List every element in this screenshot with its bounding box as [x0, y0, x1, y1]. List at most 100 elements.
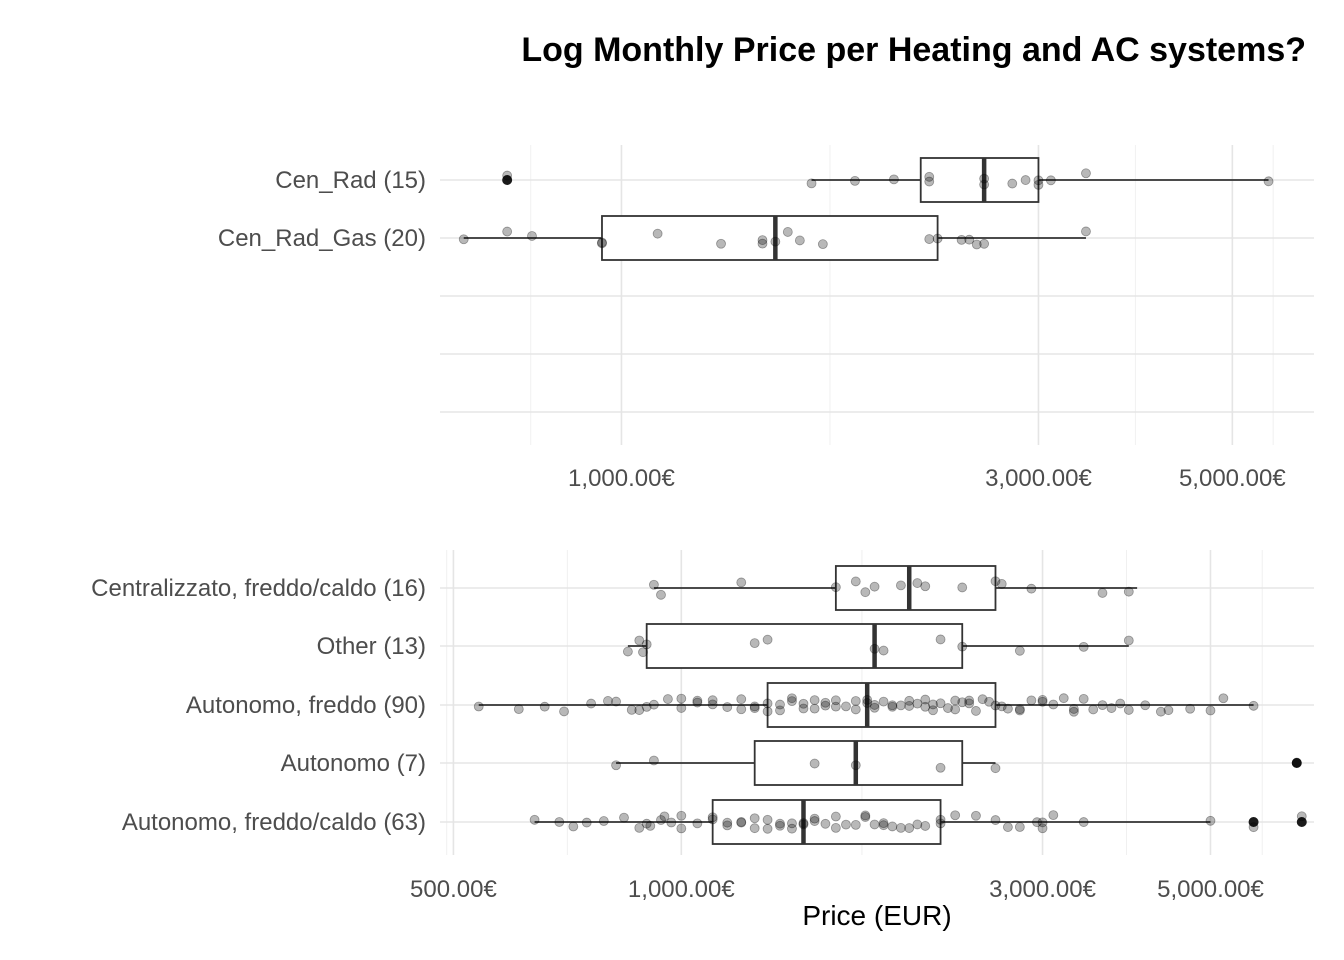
- jitter-point: [820, 697, 831, 708]
- jitter-point: [996, 579, 1007, 589]
- jitter-point: [904, 823, 915, 833]
- jitter-point: [850, 176, 860, 186]
- jitter-point: [1097, 588, 1108, 598]
- jitter-point: [841, 819, 851, 830]
- jitter-point: [924, 234, 935, 244]
- outlier-point: [1291, 758, 1302, 768]
- jitter-point: [964, 695, 975, 706]
- x-axis-title: Price (EUR): [802, 900, 951, 931]
- jitter-point: [935, 634, 946, 645]
- jitter-point: [1115, 698, 1126, 709]
- jitter-point: [656, 815, 666, 825]
- jitter-point: [798, 698, 809, 709]
- y-category-label: Cen_Rad (15): [275, 167, 426, 194]
- jitter-point: [904, 695, 915, 706]
- jitter-point: [820, 818, 831, 829]
- jitter-point: [928, 699, 938, 710]
- jitter-point: [977, 694, 988, 705]
- jitter-point: [850, 819, 861, 830]
- jitter-point: [775, 820, 785, 831]
- jitter-point: [1106, 703, 1117, 713]
- jitter-point: [656, 589, 666, 600]
- jitter-point: [850, 696, 861, 706]
- iqr-box: [753, 740, 964, 786]
- jitter-point: [971, 810, 981, 821]
- box-group: Autonomo, freddo/caldo (63): [122, 799, 1307, 845]
- jitter-point: [957, 641, 968, 652]
- jitter-point: [770, 236, 781, 247]
- iqr-box: [711, 799, 942, 845]
- jitter-point: [1014, 645, 1025, 656]
- jitter-point: [1078, 693, 1089, 704]
- jitter-point: [950, 704, 961, 715]
- jitter-point: [1002, 822, 1013, 832]
- jitter-point: [887, 821, 898, 832]
- jitter-point: [749, 813, 760, 824]
- jitter-point: [652, 228, 663, 239]
- jitter-point: [920, 701, 931, 712]
- jitter-point: [809, 816, 820, 826]
- jitter-point: [904, 701, 915, 711]
- jitter-point: [1020, 175, 1031, 185]
- jitter-point: [869, 643, 880, 654]
- jitter-point: [924, 171, 935, 182]
- jitter-point: [794, 235, 805, 246]
- iqr-box: [645, 623, 964, 669]
- jitter-point: [830, 695, 841, 706]
- y-category-label: Cen_Rad_Gas (20): [218, 225, 426, 252]
- jitter-point: [676, 693, 687, 704]
- jitter-point: [1048, 810, 1059, 821]
- jitter-point: [869, 702, 880, 713]
- jitter-point: [611, 696, 621, 707]
- jitter-point: [1033, 179, 1044, 190]
- jitter-point: [990, 576, 1001, 587]
- jitter-point: [749, 638, 760, 649]
- jitter-point: [749, 701, 760, 712]
- jitter-point: [1123, 635, 1134, 646]
- jitter-point: [1156, 706, 1166, 717]
- x-tick-label: 3,000.00€: [989, 876, 1096, 903]
- jitter-point: [1123, 705, 1134, 715]
- jitter-point: [1088, 704, 1099, 715]
- iqr-box: [601, 215, 939, 261]
- jitter-point: [722, 820, 733, 831]
- jitter-point: [649, 579, 659, 590]
- jitter-point: [860, 587, 871, 598]
- jitter-point: [622, 646, 633, 657]
- jitter-point: [1218, 693, 1229, 704]
- x-tick-label: 1,000.00€: [628, 876, 735, 903]
- jitter-point: [611, 760, 621, 771]
- jitter-point: [1014, 704, 1025, 715]
- jitter-point: [502, 226, 513, 237]
- jitter-point: [1068, 704, 1079, 714]
- iqr-box: [919, 157, 1040, 203]
- jitter-point: [1037, 696, 1048, 707]
- jitter-point: [458, 234, 469, 245]
- jitter-point: [809, 758, 820, 769]
- jitter-point: [663, 694, 673, 704]
- jitter-point: [597, 237, 607, 248]
- jitter-point: [830, 811, 841, 822]
- jitter-point: [1097, 700, 1108, 711]
- jitter-point: [1081, 168, 1091, 179]
- jitter-point: [634, 635, 645, 646]
- jitter-point: [935, 818, 946, 829]
- jitter-point: [586, 698, 596, 709]
- jitter-point: [736, 817, 747, 828]
- jitter-point: [878, 645, 889, 656]
- jitter-point: [1263, 176, 1274, 187]
- jitter-point: [1185, 703, 1196, 714]
- jitter-point: [641, 818, 652, 829]
- jitter-point: [869, 700, 880, 710]
- jitter-point: [659, 811, 670, 822]
- jitter-point: [597, 238, 607, 249]
- jitter-point: [598, 816, 609, 826]
- jitter-point: [603, 696, 613, 706]
- y-category-label: Other (13): [317, 633, 426, 660]
- box-group: Other (13): [317, 623, 1134, 669]
- jitter-point: [736, 694, 747, 705]
- box-group: Cen_Rad (15): [275, 157, 1274, 203]
- jitter-point: [990, 700, 1001, 711]
- jitter-point: [619, 812, 629, 823]
- jitter-point: [943, 703, 953, 713]
